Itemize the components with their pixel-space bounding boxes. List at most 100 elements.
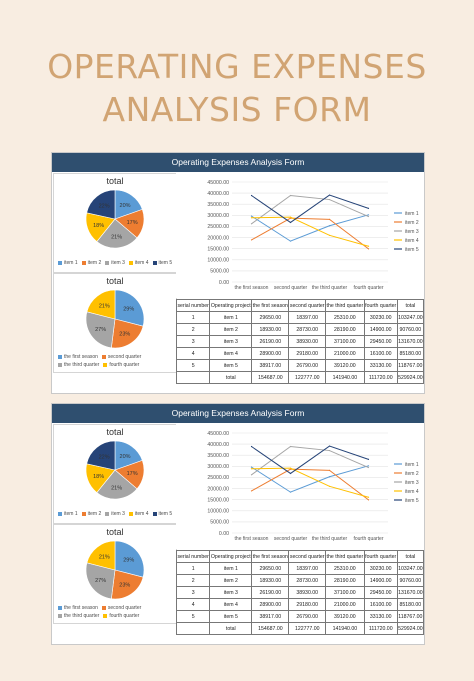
table-cell[interactable]: 29180.00 <box>288 598 327 611</box>
table-cell[interactable]: 111720.00 <box>363 622 398 635</box>
table-cell[interactable]: 1 <box>175 311 211 324</box>
table-cell[interactable]: 4 <box>175 598 211 611</box>
table-cell[interactable]: 28730.00 <box>288 574 327 587</box>
table-cell[interactable]: 3 <box>175 335 211 348</box>
table-cell[interactable]: item 2 <box>209 323 253 336</box>
expense-sheet: Operating Expenses Analysis Form total 20%… <box>51 152 425 394</box>
y-tick-label: 30000.00 <box>207 464 229 470</box>
pie-data-label: 21% <box>99 554 110 560</box>
table-cell[interactable]: 38917.00 <box>251 610 290 623</box>
table-cell[interactable]: 25310.00 <box>325 311 365 324</box>
table-cell[interactable]: 14900.00 <box>363 574 398 587</box>
y-tick-label: 25000.00 <box>207 475 229 481</box>
table-cell[interactable]: 26190.00 <box>251 586 290 599</box>
table-cell[interactable]: 28190.00 <box>325 574 365 587</box>
table-cell[interactable]: 39120.00 <box>325 359 365 372</box>
pie-slice <box>86 440 116 471</box>
table-cell[interactable]: item 3 <box>209 335 253 348</box>
table-cell[interactable]: 29180.00 <box>288 347 327 360</box>
table-cell[interactable]: 118767.00 <box>396 610 425 623</box>
column-header: the third quarter <box>325 299 365 312</box>
table-cell[interactable]: 37100.00 <box>325 335 365 348</box>
table-cell[interactable]: item 1 <box>209 311 253 324</box>
table-cell[interactable]: 118767.00 <box>396 359 425 372</box>
pie-slice <box>86 189 116 220</box>
table-cell[interactable]: 29450.00 <box>363 586 398 599</box>
table-cell[interactable]: 30230.00 <box>363 311 398 324</box>
y-tick-label: 45000.00 <box>207 180 229 186</box>
legend-swatch <box>105 511 110 516</box>
table-cell[interactable]: 26790.00 <box>288 359 327 372</box>
table-cell[interactable]: 38930.00 <box>288 335 327 348</box>
table-cell[interactable]: 38917.00 <box>251 359 290 372</box>
table-cell[interactable]: 28730.00 <box>288 323 327 336</box>
table-cell[interactable]: 103247.00 <box>396 562 425 575</box>
table-cell[interactable]: 154687.00 <box>251 371 290 384</box>
table-cell[interactable]: 33130.00 <box>363 610 398 623</box>
legend-label: item 1 <box>405 462 419 468</box>
table-cell[interactable]: 3 <box>175 586 211 599</box>
table-cell[interactable]: item 5 <box>209 610 253 623</box>
table-cell[interactable]: 5 <box>175 610 211 623</box>
table-cell[interactable]: 18930.00 <box>251 574 290 587</box>
table-cell[interactable]: 5 <box>175 359 211 372</box>
table-cell[interactable]: 90760.00 <box>396 323 425 336</box>
table-cell[interactable]: 131670.00 <box>396 335 425 348</box>
table-cell[interactable]: 131670.00 <box>396 586 425 599</box>
table-cell[interactable]: 18397.00 <box>288 311 327 324</box>
table-cell[interactable]: 28190.00 <box>325 323 365 336</box>
table-cell[interactable] <box>175 371 211 384</box>
table-cell[interactable]: 103247.00 <box>396 311 425 324</box>
table-cell[interactable]: 141940.00 <box>325 371 365 384</box>
table-cell[interactable]: 529924.00 <box>396 622 425 635</box>
table-cell[interactable]: 29650.00 <box>251 311 290 324</box>
table-cell[interactable]: 25310.00 <box>325 562 365 575</box>
table-cell[interactable]: 16100.00 <box>363 347 398 360</box>
table-cell[interactable]: 122777.00 <box>288 371 327 384</box>
table-cell[interactable]: item 4 <box>209 347 253 360</box>
table-cell[interactable]: 28900.00 <box>251 347 290 360</box>
table-cell[interactable]: item 2 <box>209 574 253 587</box>
table-cell[interactable]: 26190.00 <box>251 335 290 348</box>
table-cell[interactable]: 21000.00 <box>325 347 365 360</box>
table-cell[interactable]: 37100.00 <box>325 586 365 599</box>
table-cell[interactable]: 2 <box>175 574 211 587</box>
data-point <box>250 468 253 470</box>
table-cell[interactable]: item 4 <box>209 598 253 611</box>
table-cell[interactable]: 38930.00 <box>288 586 327 599</box>
table-cell[interactable]: total <box>209 622 253 635</box>
table-cell[interactable]: 33130.00 <box>363 359 398 372</box>
table-cell[interactable]: 39120.00 <box>325 610 365 623</box>
table-cell[interactable]: item 1 <box>209 562 253 575</box>
table-cell[interactable]: 122777.00 <box>288 622 327 635</box>
table-cell[interactable]: 1 <box>175 562 211 575</box>
line-chart-svg: 45000.00 40000.00 35000.00 30000.00 25000.00… <box>207 180 418 291</box>
table-cell[interactable]: 21000.00 <box>325 598 365 611</box>
pie-data-label: 22% <box>99 203 110 209</box>
table-cell[interactable]: 26790.00 <box>288 610 327 623</box>
table-cell[interactable]: item 5 <box>209 359 253 372</box>
table-cell[interactable]: item 3 <box>209 586 253 599</box>
table-cell[interactable]: 14900.00 <box>363 323 398 336</box>
table-cell[interactable]: 4 <box>175 347 211 360</box>
table-cell[interactable]: 16100.00 <box>363 598 398 611</box>
table-cell[interactable]: 85180.00 <box>396 347 425 360</box>
table-cell[interactable]: 2 <box>175 323 211 336</box>
table-cell[interactable]: total <box>209 371 253 384</box>
table-cell[interactable]: 529924.00 <box>396 371 425 384</box>
table-cell[interactable]: 85180.00 <box>396 598 425 611</box>
y-tick-label: 35000.00 <box>207 453 229 459</box>
table-cell[interactable] <box>175 622 211 635</box>
y-tick-label: 40000.00 <box>207 191 229 197</box>
table-cell[interactable]: 29450.00 <box>363 335 398 348</box>
table-cell[interactable]: 141940.00 <box>325 622 365 635</box>
table-cell[interactable]: 18930.00 <box>251 323 290 336</box>
table-cell[interactable]: 29650.00 <box>251 562 290 575</box>
table-cell[interactable]: 18397.00 <box>288 562 327 575</box>
table-cell[interactable]: 28900.00 <box>251 598 290 611</box>
table-cell[interactable]: 90760.00 <box>396 574 425 587</box>
table-cell[interactable]: 154687.00 <box>251 622 290 635</box>
x-tick-label: the third quarter <box>312 536 348 542</box>
table-cell[interactable]: 111720.00 <box>363 371 398 384</box>
table-cell[interactable]: 30230.00 <box>363 562 398 575</box>
